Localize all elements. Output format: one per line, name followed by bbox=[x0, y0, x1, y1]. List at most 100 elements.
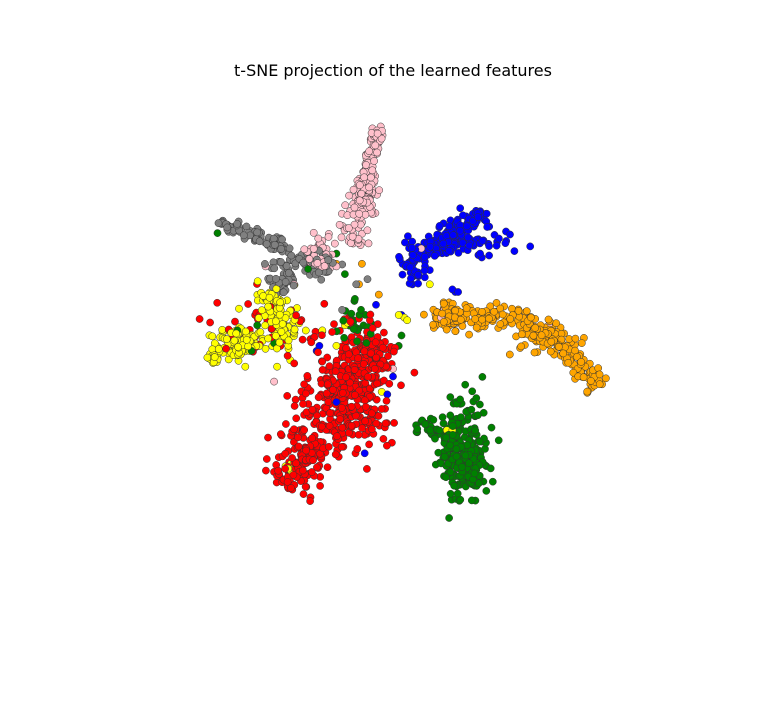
scatter-point-red bbox=[384, 352, 392, 360]
scatter-point-pink bbox=[373, 129, 382, 138]
scatter-point-yellow bbox=[394, 311, 403, 319]
scatter-point-red bbox=[282, 420, 290, 428]
scatter-point-yellow bbox=[235, 304, 243, 313]
scatter-point-yellow bbox=[242, 336, 251, 344]
scatter-point-blue bbox=[445, 222, 454, 231]
scatter-point-blue bbox=[420, 273, 429, 282]
scatter-point-pink bbox=[364, 239, 373, 248]
scatter-point-orange bbox=[471, 315, 480, 323]
scatter-point-green bbox=[456, 395, 464, 404]
scatter-point-green bbox=[362, 339, 371, 347]
scatter-point-blue bbox=[414, 270, 423, 279]
scatter-point-red bbox=[367, 409, 376, 418]
scatter-point-orange bbox=[462, 304, 471, 313]
scatter-point-gray bbox=[289, 281, 298, 290]
scatter-point-blue bbox=[395, 252, 403, 261]
scatter-point-pink bbox=[368, 166, 377, 175]
scatter-point-green bbox=[474, 411, 482, 420]
scatter-point-green bbox=[339, 316, 348, 325]
scatter-point-yellow bbox=[276, 298, 285, 307]
scatter-points bbox=[195, 122, 610, 522]
scatter-point-gray bbox=[284, 269, 293, 277]
scatter-point-pink bbox=[324, 233, 333, 241]
scatter-point-blue bbox=[360, 449, 369, 458]
scatter-point-blue bbox=[372, 300, 380, 309]
scatter-point-red bbox=[346, 378, 354, 387]
scatter-point-green bbox=[458, 463, 466, 471]
scatter-point-gray bbox=[279, 288, 288, 297]
scatter-point-blue bbox=[478, 236, 487, 245]
scatter-point-pink bbox=[341, 201, 350, 210]
scatter-point-green bbox=[445, 514, 453, 522]
scatter-point-red bbox=[276, 430, 285, 438]
scatter-point-gray bbox=[287, 251, 296, 260]
scatter-point-red bbox=[373, 379, 381, 388]
scatter-point-red bbox=[364, 372, 372, 381]
scatter-point-gray bbox=[261, 260, 269, 268]
scatter-point-blue bbox=[464, 233, 472, 242]
scatter-point-red bbox=[368, 425, 376, 434]
scatter-point-yellow bbox=[241, 327, 250, 336]
scatter-point-green bbox=[442, 433, 450, 442]
scatter-point-gray bbox=[352, 280, 361, 289]
scatter-point-blue bbox=[483, 223, 492, 231]
scatter-point-orange bbox=[478, 315, 486, 324]
scatter-point-green bbox=[440, 452, 449, 461]
scatter-point-green bbox=[429, 416, 438, 424]
scatter-point-pink bbox=[350, 203, 359, 212]
scatter-point-red bbox=[326, 409, 334, 417]
scatter-point-red bbox=[397, 381, 405, 390]
scatter-point-yellow bbox=[264, 302, 273, 311]
scatter-point-blue bbox=[315, 341, 324, 350]
scatter-point-orange bbox=[498, 310, 507, 319]
scatter-point-red bbox=[361, 402, 370, 411]
scatter-point-green bbox=[472, 394, 481, 402]
scatter-point-red bbox=[300, 426, 309, 434]
scatter-point-green bbox=[476, 400, 484, 409]
scatter-point-red bbox=[390, 347, 398, 356]
scatter-point-red bbox=[337, 443, 346, 451]
scatter-point-pink bbox=[309, 228, 318, 237]
scatter-point-orange bbox=[442, 325, 451, 334]
scatter-point-green bbox=[413, 425, 422, 433]
scatter-point-pink bbox=[355, 196, 364, 205]
scatter-point-green bbox=[442, 473, 450, 482]
scatter-point-green bbox=[475, 437, 484, 446]
scatter-point-yellow bbox=[425, 280, 434, 289]
scatter-point-red bbox=[195, 315, 204, 323]
scatter-point-blue bbox=[401, 238, 409, 247]
scatter-point-orange bbox=[552, 319, 560, 328]
scatter-point-red bbox=[373, 320, 382, 328]
scatter-point-green bbox=[357, 305, 365, 314]
scatter-point-green bbox=[213, 229, 222, 237]
scatter-point-gray bbox=[338, 306, 346, 314]
scatter-point-red bbox=[351, 391, 359, 399]
scatter-point-red bbox=[308, 434, 316, 443]
scatter-point-gray bbox=[282, 262, 291, 270]
scatter-point-blue bbox=[510, 247, 519, 255]
scatter-point-red bbox=[325, 362, 334, 371]
scatter-point-red bbox=[300, 380, 308, 389]
scatter-point-red bbox=[353, 445, 362, 453]
scatter-point-blue bbox=[404, 232, 412, 241]
scatter-point-green bbox=[487, 423, 496, 432]
scatter-point-red bbox=[336, 415, 344, 423]
scatter-point-gray bbox=[285, 244, 294, 253]
scatter-point-orange bbox=[559, 349, 568, 358]
scatter-point-red bbox=[324, 398, 333, 406]
scatter-point-red bbox=[308, 405, 317, 414]
scatter-point-gray bbox=[278, 235, 286, 244]
scatter-point-yellow bbox=[222, 335, 231, 343]
scatter-point-red bbox=[337, 404, 346, 412]
scatter-point-pink bbox=[347, 239, 355, 247]
scatter-point-red bbox=[363, 465, 371, 473]
scatter-point-red bbox=[379, 435, 388, 443]
scatter-point-red bbox=[287, 484, 295, 492]
scatter-point-green bbox=[452, 452, 461, 461]
scatter-point-blue bbox=[389, 372, 397, 381]
scatter-point-red bbox=[264, 433, 272, 442]
scatter-point-blue bbox=[430, 252, 439, 260]
scatter-point-red bbox=[298, 335, 307, 344]
scatter-point-red bbox=[291, 395, 300, 404]
